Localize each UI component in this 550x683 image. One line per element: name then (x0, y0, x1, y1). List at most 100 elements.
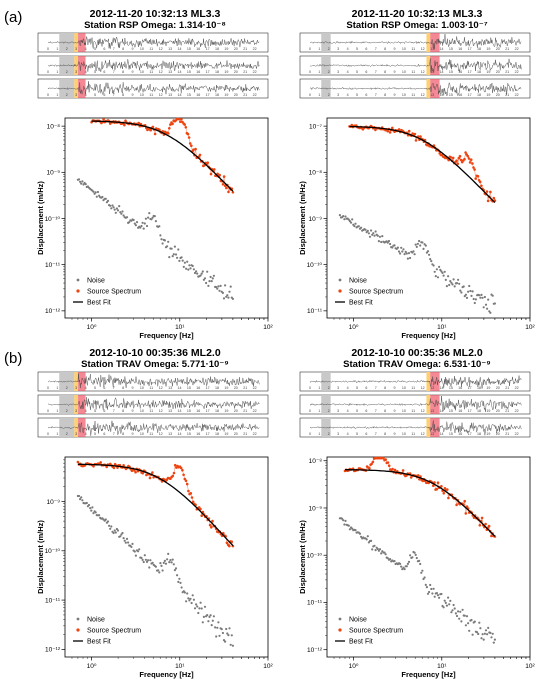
noise-point (199, 274, 202, 277)
noise-point (201, 621, 204, 624)
seismogram-tick-label: 13 (168, 47, 172, 51)
noise-point (154, 565, 157, 568)
noise-point (472, 297, 475, 301)
noise-point (416, 242, 419, 245)
seismogram-tick-label: 11 (411, 432, 415, 436)
source-point (388, 131, 392, 134)
source-point (350, 123, 354, 127)
noise-point (176, 256, 179, 259)
noise-point (138, 548, 141, 551)
noise-point (443, 599, 446, 602)
noise-point (120, 212, 123, 215)
seismogram-tick-label: 8 (384, 93, 386, 97)
panel-label-b: (b) (4, 350, 22, 367)
noise-point (174, 253, 178, 256)
seismogram-tick-label: 11 (411, 386, 415, 390)
noise-point (77, 494, 81, 498)
noise-point (430, 587, 433, 591)
noise-point (161, 569, 164, 572)
noise-point (400, 565, 403, 568)
noise-point (174, 567, 178, 570)
seismogram-tick-label: 20 (234, 70, 238, 74)
noise-point (376, 547, 379, 551)
seismogram-tick-label: 17 (206, 409, 210, 413)
source-point (213, 168, 216, 171)
noise-point (484, 303, 488, 306)
seismogram-tick-label: 8 (384, 70, 386, 74)
noise-point (172, 253, 175, 256)
noise-series (338, 214, 496, 314)
noise-point (132, 218, 135, 222)
noise-point (208, 615, 211, 619)
noise-point (227, 296, 230, 299)
source-point (192, 148, 195, 151)
seismogram-tick-label: 13 (430, 386, 434, 390)
noise-point (397, 250, 401, 253)
noise-point (438, 596, 441, 599)
seismogram-tick-label: 19 (224, 70, 228, 74)
source-point (446, 488, 449, 491)
seismogram-tick-label: 6 (103, 409, 105, 413)
seismogram-tick-label: 13 (430, 70, 434, 74)
seismogram-tick-label: 21 (243, 70, 247, 74)
seismogram-tick-label: 11 (411, 70, 415, 74)
source-point (186, 132, 190, 136)
seismogram-tick-label: 3 (75, 47, 77, 51)
noise-point (366, 535, 369, 538)
waveform-line (309, 33, 522, 50)
seismogram-tick-label: 8 (122, 386, 124, 390)
seismogram-tick-label: 7 (113, 70, 115, 74)
noise-point (457, 610, 460, 613)
source-series (76, 460, 235, 548)
noise-point (227, 634, 230, 637)
seismogram-tick-label: 19 (486, 432, 490, 436)
noise-point (188, 264, 191, 267)
seismogram-tick-label: 0 (47, 386, 49, 390)
noise-point (104, 518, 107, 521)
noise-point (163, 559, 166, 563)
seismogram-tick-label: 0 (309, 432, 311, 436)
noise-point (458, 282, 461, 285)
noise-point (125, 216, 129, 219)
noise-point (185, 600, 188, 603)
seismogram-tick-label: 21 (505, 386, 509, 390)
chart-subtitle: Station RSP Omega: 1.003·10⁻⁷ (346, 20, 487, 31)
noise-series (338, 517, 496, 644)
x-axis-label: Frequency [Hz] (139, 670, 194, 679)
seismogram-tick-label: 9 (132, 47, 134, 51)
noise-point (453, 607, 456, 610)
noise-point (487, 626, 490, 630)
source-series (343, 456, 497, 538)
source-point (459, 158, 463, 162)
noise-point (169, 559, 172, 562)
source-point (466, 154, 470, 158)
seismogram-tick-label: 14 (177, 386, 181, 390)
seismogram-tick-label: 20 (496, 386, 500, 390)
source-point (171, 474, 175, 478)
noise-point (109, 527, 112, 530)
seismogram-tick-label: 5 (356, 47, 358, 51)
seismogram-tick-label: 0 (309, 47, 311, 51)
source-point (168, 127, 171, 130)
noise-point (203, 605, 207, 608)
seismogram-tick-label: 21 (505, 409, 509, 413)
noise-point (207, 620, 210, 623)
noise-point (104, 197, 107, 200)
source-point (149, 128, 152, 132)
noise-point (226, 632, 229, 635)
waveform-line (309, 375, 522, 389)
seismogram-tick-label: 11 (149, 432, 153, 436)
noise-point (160, 238, 163, 241)
noise-point (106, 520, 110, 523)
noise-point (384, 553, 387, 556)
seismogram-tick-label: 15 (449, 386, 453, 390)
noise-point (412, 250, 415, 253)
noise-point (94, 511, 97, 514)
noise-point (489, 631, 492, 635)
noise-point (469, 289, 472, 293)
noise-point (218, 634, 221, 637)
noise-point (425, 586, 428, 589)
noise-point (185, 267, 188, 270)
seismogram-trace: 0 1 2 3 4 5 6 7 8 9 10 11 12 13 14 15 16 17 18 19 20 21 22 (37, 78, 269, 99)
noise-point (121, 531, 124, 535)
